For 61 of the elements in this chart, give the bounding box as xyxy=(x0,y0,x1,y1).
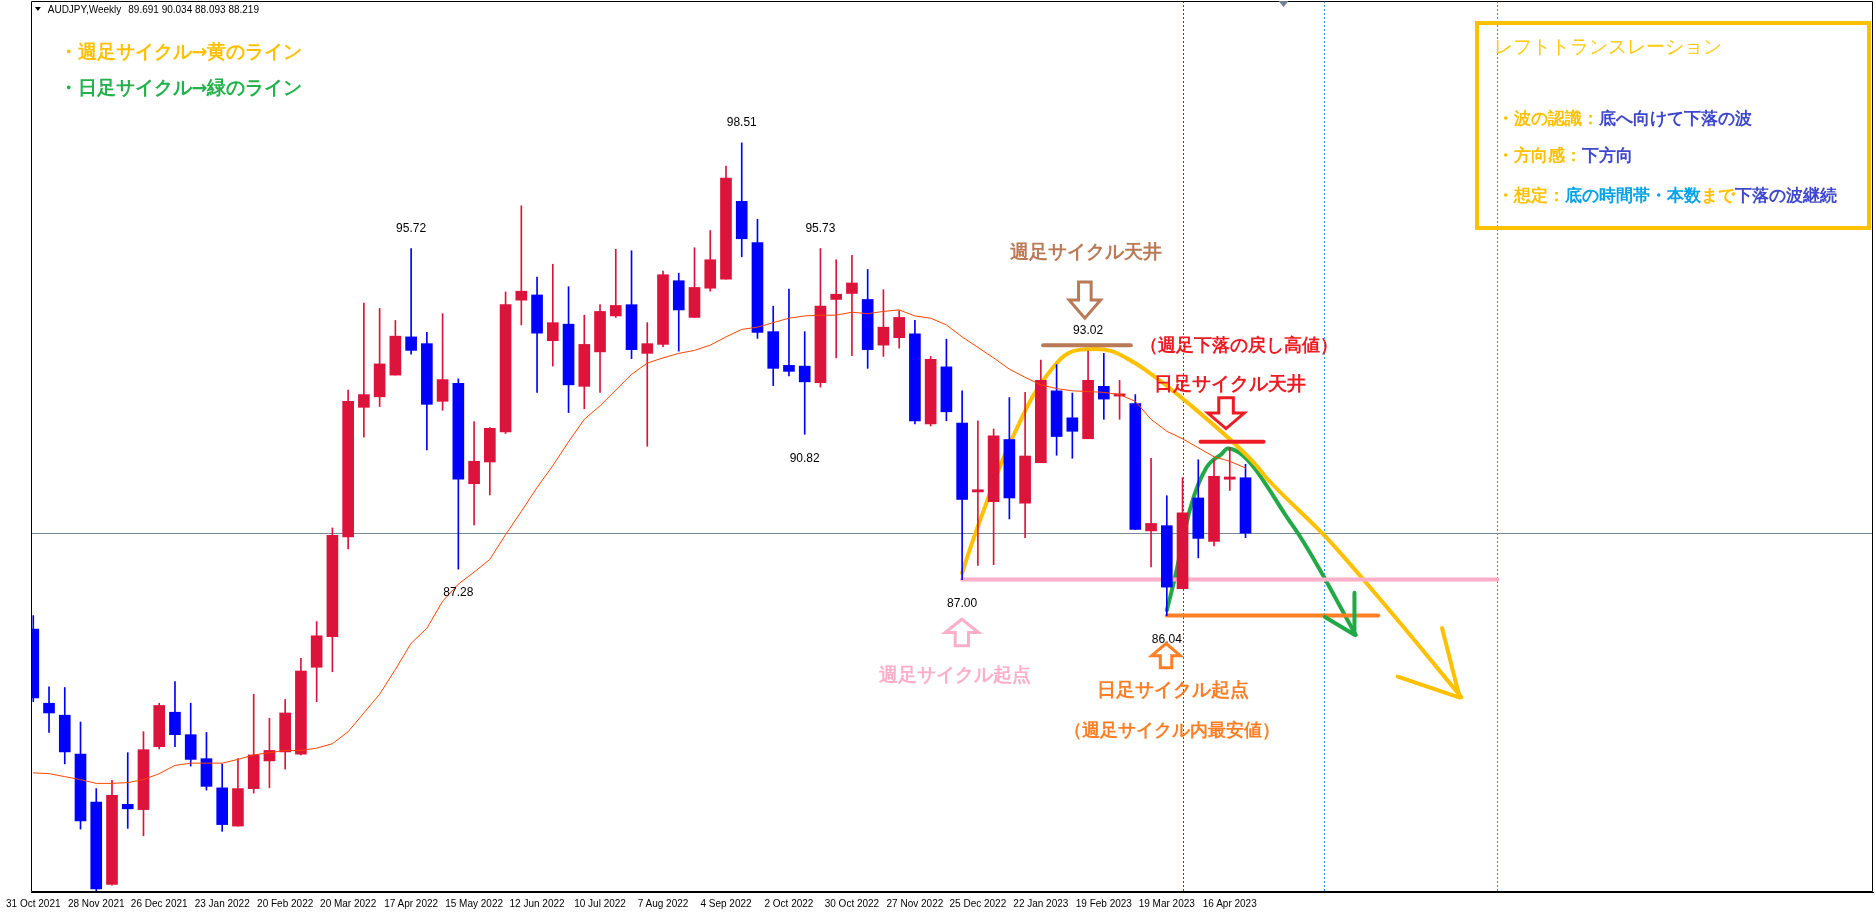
annotation: 週足サイクル天井 xyxy=(1009,239,1162,263)
candlestick xyxy=(43,686,55,733)
annotation: ・方向感： xyxy=(1497,145,1583,166)
annotation: 日足サイクル起点 xyxy=(1096,678,1249,702)
annotation: 90.82 xyxy=(789,450,821,465)
x-tick-label: 15 May 2022 xyxy=(445,897,504,909)
candlestick xyxy=(972,420,984,566)
annotation: 93.02 xyxy=(1073,323,1104,338)
x-tick-label: 20 Mar 2022 xyxy=(320,897,377,909)
annotation: 週足サイクル起点 xyxy=(879,663,1032,686)
text: 底へ向けて下落の波 xyxy=(1599,108,1753,129)
text: ・日足サイクル→緑のライン xyxy=(58,76,303,100)
x-tick-label: 19 Feb 2023 xyxy=(1075,897,1133,909)
candlestick xyxy=(798,331,811,435)
x-tick-label: 30 Oct 2022 xyxy=(824,897,880,909)
text: レフトトランスレーション xyxy=(1494,35,1723,58)
candlestick xyxy=(468,421,480,526)
candlestick xyxy=(846,254,858,356)
candlestick xyxy=(121,752,134,829)
x-tick-label: 22 Jan 2023 xyxy=(1013,897,1069,909)
x-tick-label: 28 Nov 2021 xyxy=(67,897,126,909)
x-tick-label: 20 Feb 2022 xyxy=(257,897,314,909)
annotation: 95.73 xyxy=(805,220,836,235)
x-tick-label: 26 Dec 2021 xyxy=(130,897,189,909)
chart-subtitle: 89.691 90.034 88.093 88.219 xyxy=(128,3,259,15)
x-tick-label: 23 Jan 2022 xyxy=(194,897,251,909)
candlestick xyxy=(609,248,622,318)
annotation: 95.72 xyxy=(396,220,427,235)
candlestick xyxy=(783,288,795,377)
x-tick-label: 2 Oct 2022 xyxy=(764,897,814,909)
candlestick xyxy=(515,205,528,326)
text: ・週足サイクル→黄のライン xyxy=(58,40,303,64)
candlestick xyxy=(358,302,370,438)
annotation: （週足サイクル内最安値） xyxy=(1064,718,1281,741)
x-tick-label: 25 Dec 2022 xyxy=(949,897,1007,909)
x-tick-label: 27 Nov 2022 xyxy=(886,897,944,909)
x-tick-label: 31 Oct 2021 xyxy=(6,897,61,909)
candlestick xyxy=(1145,457,1157,568)
x-tick-label: 16 Apr 2023 xyxy=(1202,897,1258,909)
annotation: 底の時間帯・本数 xyxy=(1565,185,1702,206)
text: ・波の認識： xyxy=(1497,108,1600,129)
candlestick xyxy=(405,248,417,355)
annotation: まで xyxy=(1701,185,1736,206)
annotation: 98.51 xyxy=(726,115,758,130)
x-tick-label: 12 Jun 2022 xyxy=(509,897,566,909)
x-tick-label: 17 Apr 2022 xyxy=(384,897,439,909)
annotation: 87.00 xyxy=(947,595,978,610)
candlestick xyxy=(641,322,654,447)
chart-title: AUDJPY,Weekly xyxy=(47,3,122,15)
x-tick-label: 7 Aug 2022 xyxy=(637,897,689,909)
candlestick xyxy=(546,263,559,367)
annotation: （週足下落の戻し高値） xyxy=(1139,333,1338,356)
x-tick-label: 10 Jul 2022 xyxy=(574,897,627,909)
candlestick xyxy=(1223,447,1236,491)
annotation: ・想定： xyxy=(1497,185,1566,206)
x-tick-label: 4 Sep 2022 xyxy=(700,897,752,909)
annotation: 下方向 xyxy=(1582,145,1634,166)
candlestick xyxy=(830,259,843,359)
annotation: 下落の波継続 xyxy=(1735,185,1838,206)
x-tick-label: 19 Mar 2023 xyxy=(1138,897,1196,909)
annotation: 86.04 xyxy=(1151,631,1183,646)
